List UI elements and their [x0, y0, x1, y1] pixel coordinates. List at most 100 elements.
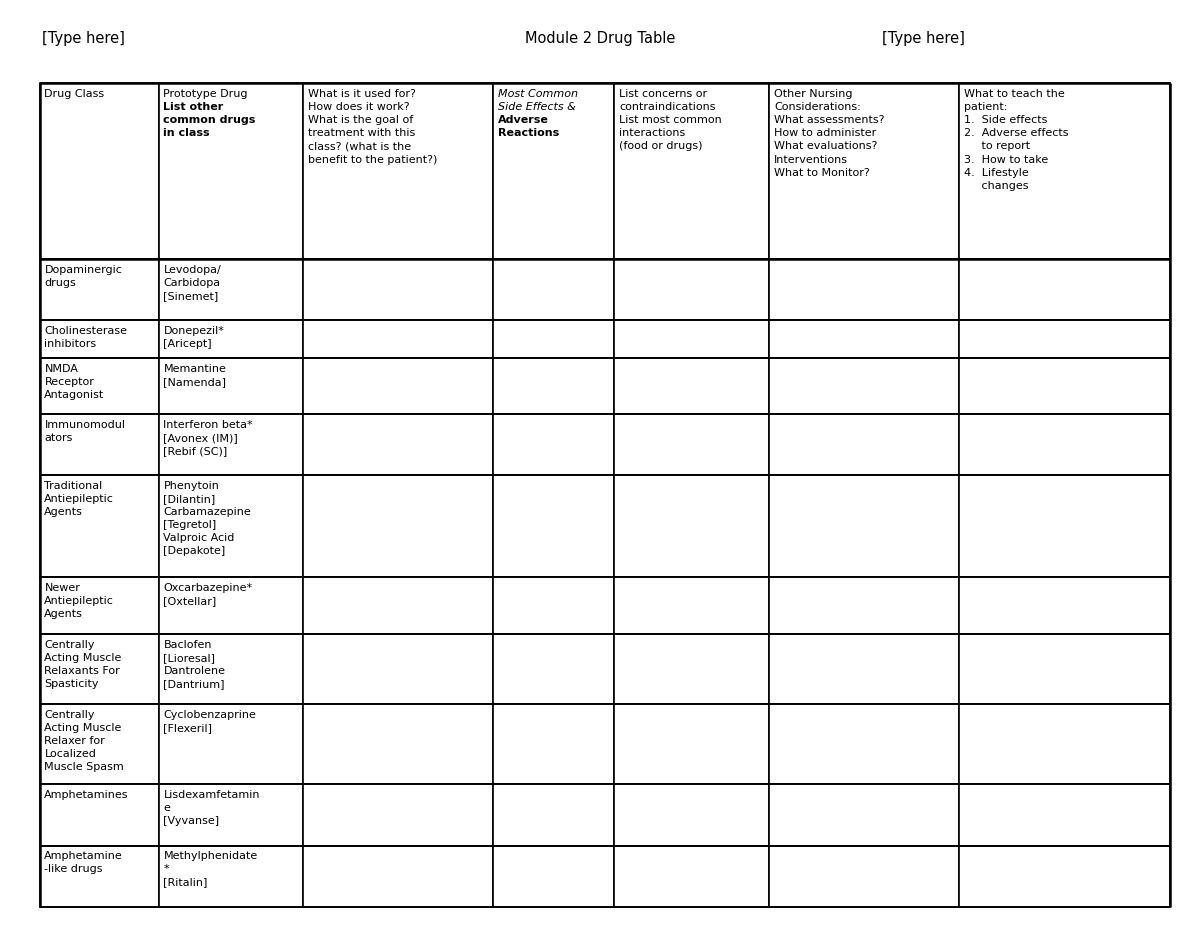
- Text: Muscle Spasm: Muscle Spasm: [44, 762, 124, 772]
- Text: What to Monitor?: What to Monitor?: [774, 168, 870, 178]
- Text: Relaxants For: Relaxants For: [44, 667, 120, 676]
- Bar: [769, 358, 959, 414]
- Text: [Oxtellar]: [Oxtellar]: [163, 596, 217, 605]
- Bar: [769, 845, 959, 907]
- Text: Traditional: Traditional: [44, 481, 103, 491]
- Bar: [304, 320, 493, 358]
- Bar: [493, 578, 614, 634]
- Text: inhibitors: inhibitors: [44, 338, 96, 349]
- Text: [Vyvanse]: [Vyvanse]: [163, 817, 220, 826]
- Text: Carbidopa: Carbidopa: [163, 278, 221, 287]
- Text: What to teach the: What to teach the: [964, 89, 1064, 99]
- Bar: [614, 634, 769, 705]
- Text: Interferon beta*: Interferon beta*: [163, 420, 253, 430]
- Text: How to administer: How to administer: [774, 128, 876, 138]
- Bar: [959, 259, 1170, 320]
- Text: Baclofen: Baclofen: [163, 640, 212, 650]
- Bar: [959, 634, 1170, 705]
- Bar: [40, 578, 158, 634]
- Text: Dantrolene: Dantrolene: [163, 667, 226, 676]
- Text: List concerns or: List concerns or: [619, 89, 707, 99]
- Text: How does it work?: How does it work?: [308, 102, 409, 112]
- Text: [Dilantin]: [Dilantin]: [163, 494, 216, 504]
- Bar: [614, 578, 769, 634]
- Bar: [304, 578, 493, 634]
- Text: Antiepileptic: Antiepileptic: [44, 494, 114, 504]
- Bar: [493, 634, 614, 705]
- Bar: [40, 259, 158, 320]
- Bar: [614, 320, 769, 358]
- Text: Prototype Drug: Prototype Drug: [163, 89, 248, 99]
- Text: What is the goal of: What is the goal of: [308, 115, 413, 125]
- Bar: [40, 320, 158, 358]
- Bar: [158, 358, 304, 414]
- Bar: [158, 414, 304, 476]
- Text: Acting Muscle: Acting Muscle: [44, 653, 121, 663]
- Text: [Lioresal]: [Lioresal]: [163, 653, 216, 663]
- Text: Carbamazepine: Carbamazepine: [163, 507, 251, 517]
- Bar: [959, 845, 1170, 907]
- Text: Methylphenidate: Methylphenidate: [163, 851, 258, 861]
- Text: (food or drugs): (food or drugs): [619, 142, 703, 151]
- Text: Cyclobenzaprine: Cyclobenzaprine: [163, 710, 257, 720]
- Text: contraindications: contraindications: [619, 102, 715, 112]
- Text: class? (what is the: class? (what is the: [308, 142, 412, 151]
- Bar: [959, 705, 1170, 784]
- Text: [Ritalin]: [Ritalin]: [163, 877, 208, 887]
- Text: Acting Muscle: Acting Muscle: [44, 723, 121, 733]
- Text: Drug Class: Drug Class: [44, 89, 104, 99]
- Text: 3.  How to take: 3. How to take: [964, 155, 1048, 165]
- Text: Amphetamine: Amphetamine: [44, 851, 124, 861]
- Text: [Dantrium]: [Dantrium]: [163, 679, 224, 690]
- Bar: [959, 414, 1170, 476]
- Text: [Rebif (SC)]: [Rebif (SC)]: [163, 446, 228, 456]
- Text: [Flexeril]: [Flexeril]: [163, 723, 212, 733]
- Bar: [304, 358, 493, 414]
- Text: e: e: [163, 803, 170, 813]
- Bar: [158, 320, 304, 358]
- Text: changes: changes: [964, 181, 1028, 191]
- Bar: [959, 320, 1170, 358]
- Text: What evaluations?: What evaluations?: [774, 142, 877, 151]
- Bar: [493, 845, 614, 907]
- Text: Dopaminergic: Dopaminergic: [44, 264, 122, 274]
- Text: Lisdexamfetamin: Lisdexamfetamin: [163, 790, 260, 800]
- Text: 1.  Side effects: 1. Side effects: [964, 115, 1046, 125]
- Bar: [158, 634, 304, 705]
- Text: Amphetamines: Amphetamines: [44, 790, 128, 800]
- Text: Cholinesterase: Cholinesterase: [44, 325, 127, 336]
- Bar: [40, 358, 158, 414]
- Text: Oxcarbazepine*: Oxcarbazepine*: [163, 583, 252, 592]
- Bar: [493, 784, 614, 845]
- Text: 2.  Adverse effects: 2. Adverse effects: [964, 128, 1068, 138]
- Text: What assessments?: What assessments?: [774, 115, 884, 125]
- Text: Levodopa/: Levodopa/: [163, 264, 221, 274]
- Text: to report: to report: [964, 142, 1030, 151]
- Text: benefit to the patient?): benefit to the patient?): [308, 155, 438, 165]
- Bar: [614, 259, 769, 320]
- Text: Localized: Localized: [44, 749, 96, 759]
- Bar: [769, 705, 959, 784]
- Bar: [959, 784, 1170, 845]
- Bar: [769, 784, 959, 845]
- Bar: [769, 476, 959, 578]
- Text: Side Effects &: Side Effects &: [498, 102, 575, 112]
- Bar: [40, 414, 158, 476]
- Bar: [614, 845, 769, 907]
- Bar: [769, 634, 959, 705]
- Bar: [959, 83, 1170, 259]
- Bar: [493, 414, 614, 476]
- Bar: [40, 705, 158, 784]
- Text: drugs: drugs: [44, 278, 76, 287]
- Bar: [304, 784, 493, 845]
- Bar: [158, 476, 304, 578]
- Text: Other Nursing: Other Nursing: [774, 89, 853, 99]
- Bar: [304, 83, 493, 259]
- Text: Adverse: Adverse: [498, 115, 548, 125]
- Text: [Avonex (IM)]: [Avonex (IM)]: [163, 433, 239, 443]
- Bar: [614, 358, 769, 414]
- Text: [Type here]: [Type here]: [882, 32, 965, 46]
- Bar: [158, 259, 304, 320]
- Bar: [769, 259, 959, 320]
- Text: Relaxer for: Relaxer for: [44, 736, 106, 746]
